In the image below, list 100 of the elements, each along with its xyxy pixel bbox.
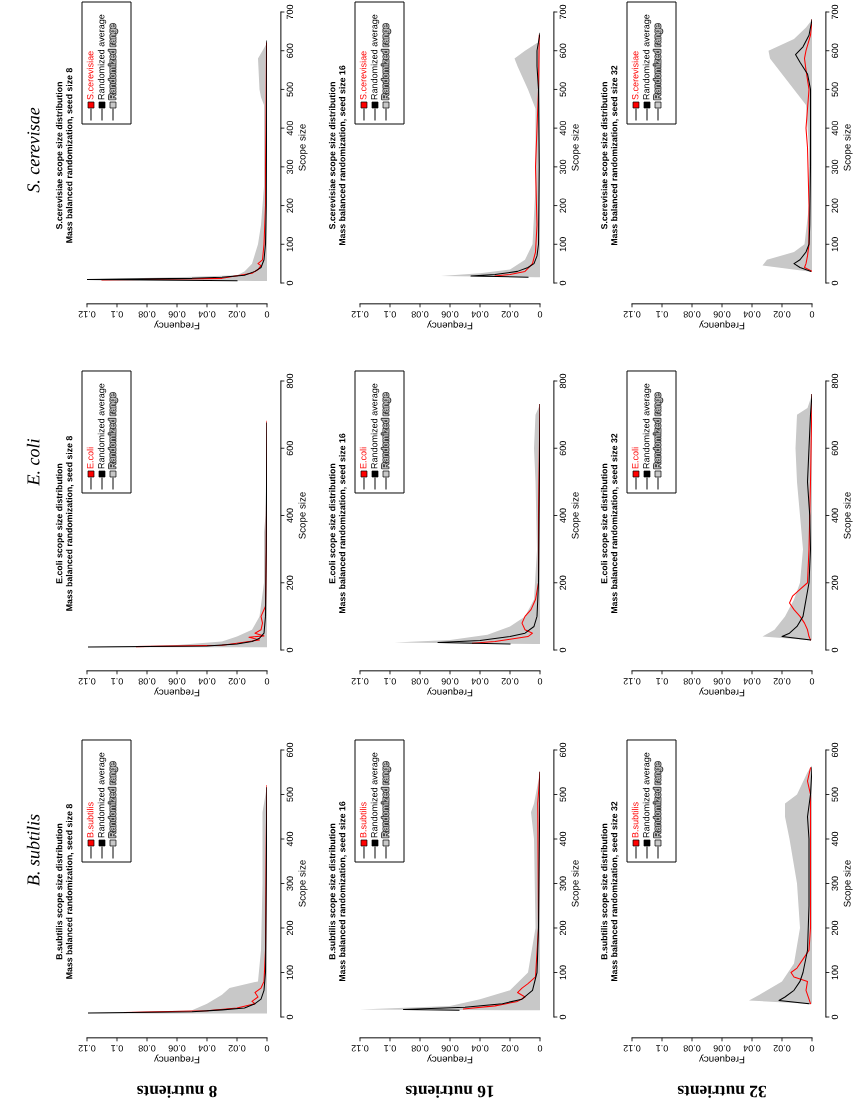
y-tick-label: 200 — [831, 575, 839, 590]
y-axis-title: Scope size — [571, 860, 581, 907]
y-tick-label: 800 — [559, 373, 567, 389]
y-tick-label: 400 — [286, 120, 294, 136]
y-axis-title: Scope size — [298, 492, 308, 539]
y-tick-label: 400 — [286, 831, 294, 847]
y-tick-label: 600 — [559, 742, 567, 758]
x-axis-title: Frequency — [154, 320, 200, 330]
y-axis-title: Scope size — [298, 124, 308, 171]
y-tick-label: 200 — [286, 920, 294, 936]
x-axis-title: Frequency — [154, 687, 200, 697]
y-tick-label: 400 — [831, 120, 839, 136]
y-tick-label: 200 — [559, 198, 567, 213]
y-tick-label: 0 — [286, 1014, 294, 1020]
text: Randomized average — [97, 383, 107, 469]
text: Randomized range — [381, 393, 391, 469]
x-tick-label: 0.04 — [198, 678, 216, 685]
y-tick-label: 0 — [831, 280, 839, 286]
y-tick-label: 500 — [286, 82, 294, 97]
x-tick-label: 0.06 — [441, 1045, 459, 1052]
x-axis-title: Frequency — [699, 320, 745, 330]
text: Randomized average — [370, 752, 380, 838]
x-tick-label: 0.1 — [656, 311, 668, 318]
text: Mass balanced randomization, seed size 16 — [338, 65, 347, 246]
text: Randomized average — [370, 383, 380, 469]
text: E.coli — [359, 447, 367, 469]
y-tick-label: 700 — [559, 4, 567, 20]
y-tick-label: 0 — [559, 1014, 567, 1020]
y-tick-label: 700 — [831, 4, 839, 20]
x-tick-label: 0.12 — [351, 678, 369, 685]
y-tick-label: 100 — [559, 237, 567, 252]
text: E.coli scope size distribution — [600, 463, 610, 584]
text: Randomized range — [108, 24, 118, 100]
text: Randomized average — [642, 752, 652, 838]
y-tick-label: 300 — [559, 876, 567, 891]
x-tick-label: 0.1 — [656, 678, 668, 685]
text: S.cerevisiae — [631, 51, 639, 100]
x-tick-label: 0.04 — [471, 1045, 489, 1052]
x-tick-label: 0 — [264, 678, 270, 685]
text: B. subtilis — [26, 814, 40, 886]
y-tick-label: 800 — [286, 373, 294, 389]
text: Randomized range — [381, 24, 391, 100]
text: Randomized average — [370, 14, 380, 100]
x-tick-label: 0.06 — [713, 678, 731, 685]
x-tick-label: 0.12 — [78, 1045, 96, 1052]
y-tick-label: 100 — [831, 237, 839, 252]
text: E.coli — [86, 447, 94, 469]
x-tick-label: 0.04 — [743, 1045, 761, 1052]
y-tick-label: 100 — [559, 965, 567, 980]
text: S.cerevisiae scope size distribution — [600, 82, 610, 230]
x-axis-title: Frequency — [699, 687, 745, 697]
x-axis-title: Frequency — [427, 687, 473, 697]
text: Mass balanced randomization, seed size 8 — [65, 435, 74, 611]
x-tick-label: 0.08 — [138, 1045, 156, 1052]
y-tick-label: 600 — [831, 441, 839, 456]
y-axis-title: Scope size — [843, 860, 853, 907]
text: B.subtilis — [86, 802, 94, 838]
text: B.subtilis — [359, 802, 367, 838]
y-tick-label: 200 — [559, 575, 567, 590]
x-axis-title: Frequency — [427, 1054, 473, 1064]
text: Randomized range — [653, 24, 663, 100]
x-tick-label: 0 — [537, 1045, 543, 1052]
y-tick-label: 300 — [831, 876, 839, 891]
y-axis-title: Scope size — [298, 860, 308, 907]
x-tick-label: 0.12 — [78, 678, 96, 685]
x-tick-label: 0.06 — [713, 311, 731, 318]
x-tick-label: 0.1 — [384, 1045, 396, 1052]
y-tick-label: 200 — [286, 575, 294, 590]
x-tick-label: 0.02 — [501, 678, 519, 685]
x-tick-label: 0.04 — [743, 678, 761, 685]
x-tick-label: 0.06 — [713, 1045, 731, 1052]
x-tick-label: 0.08 — [411, 678, 429, 685]
y-tick-label: 0 — [831, 647, 839, 653]
text: Mass balanced randomization, seed size 32 — [610, 65, 619, 246]
y-axis-title: Scope size — [843, 492, 853, 539]
text: S.cerevisiae scope size distribution — [55, 82, 65, 230]
x-tick-label: 0.08 — [683, 1045, 701, 1052]
y-tick-label: 600 — [286, 43, 294, 58]
x-tick-label: 0.06 — [168, 311, 186, 318]
y-tick-label: 700 — [286, 4, 294, 20]
x-tick-label: 0.06 — [168, 1045, 186, 1052]
text: E.coli — [631, 447, 639, 469]
x-tick-label: 0.08 — [411, 311, 429, 318]
text: Randomized range — [108, 393, 118, 469]
y-axis-title: Scope size — [571, 492, 581, 539]
y-tick-label: 300 — [286, 159, 294, 175]
text: B.subtilis — [631, 802, 639, 838]
x-tick-label: 0.04 — [471, 311, 489, 318]
x-tick-label: 0.12 — [623, 678, 641, 685]
y-tick-label: 600 — [831, 742, 839, 758]
text: S. cerevisae — [27, 107, 40, 193]
y-tick-label: 300 — [559, 159, 567, 175]
y-tick-label: 200 — [286, 198, 294, 213]
y-tick-label: 600 — [286, 441, 294, 456]
text: Mass balanced randomization, seed size 8 — [65, 67, 74, 243]
x-tick-label: 0.1 — [111, 1045, 123, 1052]
text: S.cerevisiae scope size distribution — [328, 82, 338, 230]
y-tick-label: 400 — [559, 120, 567, 136]
text: Randomized range — [653, 393, 663, 469]
text: B.subtilis scope size distribution — [55, 823, 65, 960]
